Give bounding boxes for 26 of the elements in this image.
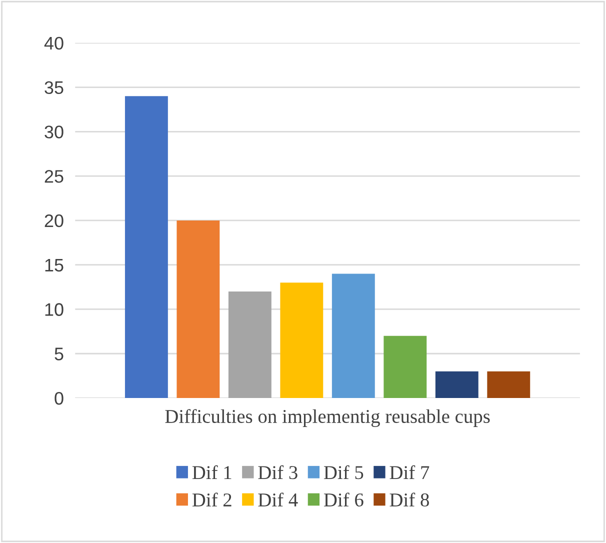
legend-label: Dif 5 bbox=[324, 465, 364, 480]
bar bbox=[384, 336, 427, 398]
legend-label: Dif 6 bbox=[324, 492, 364, 507]
bar bbox=[487, 371, 530, 398]
legend-label: Dif 8 bbox=[390, 492, 429, 507]
bar bbox=[228, 291, 272, 398]
y-tick-label: 40 bbox=[44, 36, 64, 50]
legend-label: Dif 1 bbox=[192, 465, 232, 480]
y-tick-label: 5 bbox=[54, 348, 64, 360]
x-tick-label: Difficulties on implementig reusable cups bbox=[165, 409, 490, 428]
bar bbox=[280, 282, 324, 398]
y-tick-label: 35 bbox=[44, 81, 64, 94]
bar bbox=[124, 96, 168, 398]
bar bbox=[176, 220, 220, 398]
bar bbox=[332, 274, 375, 398]
y-tick-label: 15 bbox=[45, 258, 64, 272]
y-tick-label: 25 bbox=[44, 170, 64, 183]
legend-label: Dif 2 bbox=[192, 492, 232, 506]
legend-label: Dif 7 bbox=[390, 465, 430, 480]
legend-label: Dif 3 bbox=[258, 465, 298, 480]
y-tick-label: 0 bbox=[54, 392, 64, 405]
legend-label: Dif 4 bbox=[258, 492, 298, 506]
y-tick-label: 30 bbox=[44, 126, 64, 138]
y-tick-label: 10 bbox=[45, 303, 64, 316]
bar bbox=[435, 371, 478, 398]
y-tick-label: 20 bbox=[44, 214, 64, 228]
